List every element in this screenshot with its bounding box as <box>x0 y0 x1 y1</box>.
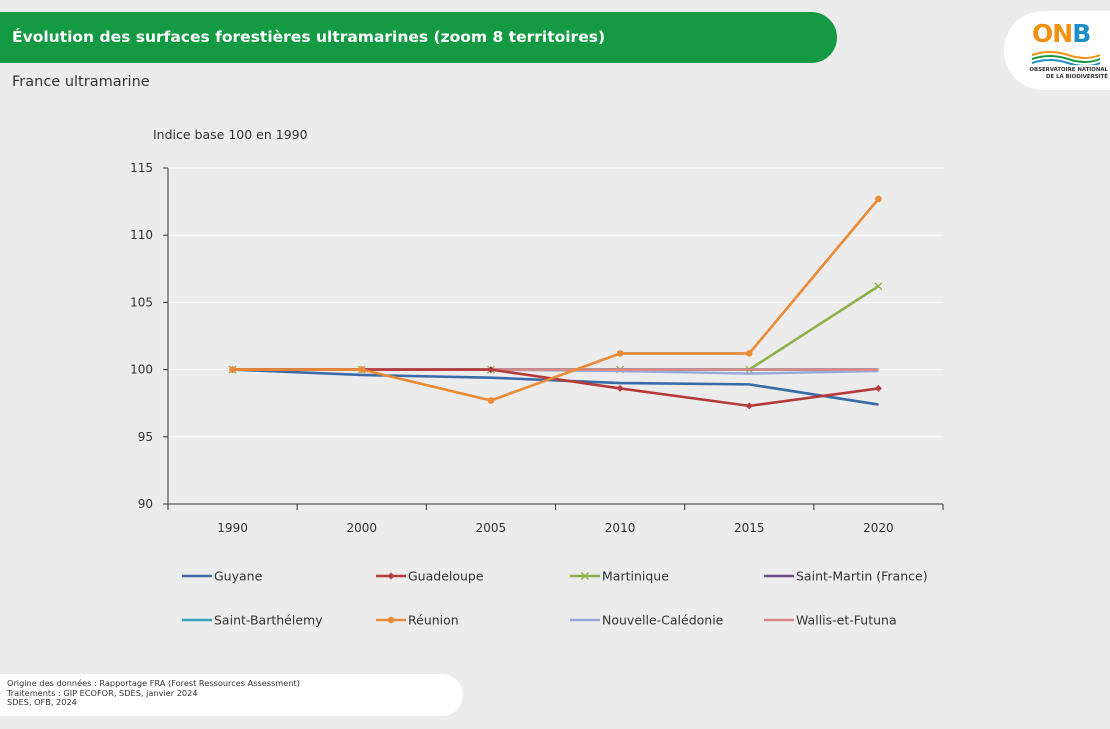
series-line-guyane <box>232 368 879 406</box>
legend-label-martinique: Martinique <box>602 569 669 584</box>
data-point-reunion <box>229 366 236 373</box>
x-tick-label: 2010 <box>605 521 636 535</box>
x-tick-label: 2000 <box>346 521 377 535</box>
legend-label-reunion: Réunion <box>408 613 459 628</box>
y-tick-label: 105 <box>130 295 153 309</box>
data-point-martinique <box>874 282 883 291</box>
data-point-reunion <box>616 350 624 357</box>
sources-origin: Origine des données : Rapportage FRA (Fo… <box>7 678 300 688</box>
legend-label-saint-barthelemy: Saint-Barthélemy <box>214 613 323 628</box>
y-tick-label: 100 <box>130 363 153 377</box>
y-tick-label: 110 <box>130 228 153 242</box>
data-point-guadeloupe <box>874 384 882 392</box>
data-point-reunion <box>745 350 753 357</box>
series-line-reunion <box>232 198 880 402</box>
page-subtitle: France ultramarine <box>12 74 150 90</box>
data-point-reunion <box>875 195 882 203</box>
sources-note: Origine des données : Rapportage FRA (Fo… <box>0 674 463 716</box>
legend-label-guadeloupe: Guadeloupe <box>408 569 484 584</box>
legend-label-wallis-et-futuna: Wallis-et-Futuna <box>796 613 897 628</box>
x-tick-label: 2015 <box>734 521 765 535</box>
data-point-reunion <box>487 397 495 404</box>
onb-logo: ONB OBSERVATOIRE NATIONAL DE LA BIODIVER… <box>1004 11 1110 90</box>
x-tick-label: 2020 <box>863 521 894 535</box>
sources-processing: Traitements : GIP ECOFOR, SDES, janvier … <box>7 687 198 698</box>
data-point-guadeloupe <box>745 402 753 410</box>
data-point-guadeloupe <box>487 366 495 374</box>
legend-label-nouvelle-caledonie: Nouvelle-Calédonie <box>602 613 724 628</box>
logo-text: OBSERVATOIRE NATIONAL DE LA BIODIVERSITÉ <box>1029 67 1108 80</box>
legend-marker-guadeloupe <box>387 572 395 580</box>
logo-mark: ONB <box>1032 19 1091 48</box>
data-point-guadeloupe <box>616 384 624 392</box>
wave-icon <box>1031 51 1101 65</box>
y-axis-label: Indice base 100 en 1990 <box>153 127 308 142</box>
x-tick-label: 2005 <box>476 521 507 535</box>
legend-label-saint-martin-france: Saint-Martin (France) <box>796 569 928 584</box>
sources-credit: SDES, OFB, 2024 <box>7 697 77 708</box>
series-line-guadeloupe <box>232 368 879 408</box>
data-point-reunion <box>358 366 366 373</box>
y-tick-label: 95 <box>138 430 153 444</box>
y-tick-label: 115 <box>130 161 153 175</box>
series-line-martinique <box>232 285 880 371</box>
y-tick-label: 90 <box>138 497 153 511</box>
legend-marker-reunion <box>387 616 395 624</box>
x-tick-label: 1990 <box>217 521 248 535</box>
page-title: Évolution des surfaces forestières ultra… <box>0 12 837 63</box>
legend-label-guyane: Guyane <box>214 569 263 584</box>
legend-marker-martinique <box>581 572 589 580</box>
